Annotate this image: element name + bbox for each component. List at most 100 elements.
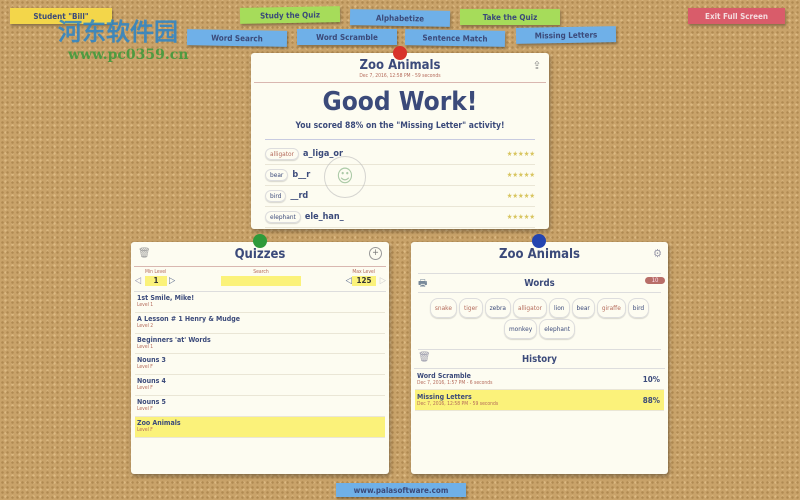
word-chip[interactable]: monkey xyxy=(503,319,538,339)
max-level-label: Max Level xyxy=(352,269,375,275)
word-chip[interactable]: bear xyxy=(571,298,595,318)
result-card: Zoo Animals Dec 7, 2016, 12:58 PM - 59 s… xyxy=(251,53,549,229)
word-tag: bear xyxy=(265,169,289,181)
word-chip[interactable]: alligator xyxy=(512,298,547,318)
max-level-decrement[interactable]: ◁ xyxy=(345,276,352,286)
min-level-label: Min Level xyxy=(145,269,167,275)
quiz-level: Level F xyxy=(137,426,153,433)
answer-text: a_liga_or xyxy=(303,149,343,159)
word-chip[interactable]: zebra xyxy=(484,298,511,318)
result-row: bird __rd ★★★★★ xyxy=(265,186,535,207)
quiz-list-item[interactable]: Nouns 3 Level F xyxy=(135,354,385,376)
alphabetize-button[interactable]: Alphabetize xyxy=(349,9,451,27)
result-timestamp: Dec 7, 2016, 12:58 PM - 59 seconds xyxy=(359,73,441,79)
study-quiz-button[interactable]: Study the Quiz xyxy=(239,6,341,24)
sentence-match-button[interactable]: Sentence Match xyxy=(404,29,506,47)
result-row: elephant ele_han_ ★★★★★ xyxy=(265,207,535,228)
green-pin-icon xyxy=(253,234,267,248)
search-input[interactable] xyxy=(221,276,301,286)
quiz-name: A Lesson # 1 Henry & Mudge xyxy=(137,314,241,323)
quiz-level: Level F xyxy=(137,405,153,412)
quiz-list-item[interactable]: Beginners 'at' Words Level 1 xyxy=(135,334,385,355)
star-rating: ★★★★★ xyxy=(506,150,535,158)
word-chip[interactable]: tiger xyxy=(458,298,483,318)
word-tag: elephant xyxy=(265,211,301,223)
word-tag: bird xyxy=(265,190,287,202)
quiz-level: Level F xyxy=(137,364,153,371)
clear-history-icon[interactable]: 🗑 xyxy=(418,352,431,363)
missing-letters-button[interactable]: Missing Letters xyxy=(515,26,617,44)
red-pin-icon xyxy=(393,46,407,60)
word-chip[interactable]: elephant xyxy=(539,319,576,339)
printer-icon[interactable]: 🖶 xyxy=(418,278,428,289)
quiz-name: Nouns 4 xyxy=(137,377,166,386)
min-level-increment[interactable]: ▷ xyxy=(169,276,176,286)
quiz-level: Level 1 xyxy=(137,302,154,308)
quiz-list-item[interactable]: A Lesson # 1 Henry & Mudge Level 2 xyxy=(135,313,385,334)
result-row: alligator a_liga_or ★★★★★ xyxy=(265,144,535,165)
result-headline: Good Work! xyxy=(322,87,478,117)
quiz-name: Nouns 5 xyxy=(137,397,166,406)
quizzes-title: Quizzes xyxy=(234,247,286,262)
word-chip[interactable]: lion xyxy=(548,298,570,318)
trash-icon[interactable]: 🗑 xyxy=(138,248,151,259)
result-message: You scored 88% on the "Missing Letter" a… xyxy=(295,121,505,131)
smiley-icon: ☺ xyxy=(324,156,366,198)
quiz-level: Level 1 xyxy=(137,343,154,350)
star-rating: ★★★★★ xyxy=(506,213,535,221)
quiz-list-item[interactable]: 1st Smile, Mike! Level 1 xyxy=(135,292,385,313)
star-rating: ★★★★★ xyxy=(506,171,535,179)
min-level-decrement[interactable]: ◁ xyxy=(135,276,142,286)
quiz-list-item[interactable]: Zoo Animals Level F xyxy=(135,416,385,438)
word-chip[interactable]: giraffe xyxy=(596,298,626,318)
watermark-url: www.pc0359.cn xyxy=(68,47,189,63)
quiz-level: Level 2 xyxy=(137,322,154,329)
answer-text: b__r xyxy=(292,170,311,180)
word-search-button[interactable]: Word Search xyxy=(186,29,288,47)
words-label: Words xyxy=(524,278,555,289)
settings-gears-icon[interactable]: ⚙ xyxy=(653,247,662,260)
watermark-title: 河东软件园 xyxy=(58,17,178,46)
quiz-list-item[interactable]: Nouns 5 Level F xyxy=(135,396,385,417)
website-link[interactable]: www.palasoftware.com xyxy=(336,483,466,497)
history-score: 10% xyxy=(642,375,660,384)
detail-title: Zoo Animals xyxy=(498,247,581,262)
quiz-list-item[interactable]: Nouns 4 Level F xyxy=(135,375,385,396)
word-chip[interactable]: bird xyxy=(627,298,650,318)
history-score: 88% xyxy=(642,396,660,405)
blue-pin-icon xyxy=(532,234,546,248)
answer-text: ele_han_ xyxy=(304,212,344,222)
word-tag: alligator xyxy=(265,148,300,160)
result-title: Zoo Animals xyxy=(359,58,441,73)
student-note[interactable]: Student "Bill" xyxy=(10,8,112,24)
search-label: Search xyxy=(253,269,269,275)
history-label: History xyxy=(522,354,557,365)
take-quiz-button[interactable]: Take the Quiz xyxy=(460,9,560,25)
answer-text: __rd xyxy=(290,191,309,201)
quiz-name: Zoo Animals xyxy=(137,418,181,427)
quizzes-card: 🗑 Quizzes + Min Level ◁ 1 ▷ Search Max L… xyxy=(131,242,389,474)
history-row[interactable]: Word Scramble Dec 7, 2016, 1:57 PM - 6 s… xyxy=(415,369,664,390)
quiz-name: Nouns 3 xyxy=(137,356,166,365)
quiz-name: 1st Smile, Mike! xyxy=(137,294,195,302)
history-activity: Missing Letters xyxy=(417,393,472,401)
min-level-input[interactable]: 1 xyxy=(145,276,167,286)
history-row[interactable]: Missing Letters Dec 7, 2016, 12:58 PM - … xyxy=(415,390,664,411)
result-row: bear b__r ★★★★★ xyxy=(265,165,535,186)
word-scramble-button[interactable]: Word Scramble xyxy=(297,29,397,45)
max-level-increment[interactable]: ▷ xyxy=(379,276,386,286)
exit-full-screen-button[interactable]: Exit Full Screen xyxy=(688,8,785,24)
words-count-badge: 10 xyxy=(645,277,665,284)
max-level-input[interactable]: 125 xyxy=(352,276,376,286)
share-icon[interactable]: ⇪ xyxy=(532,59,541,72)
word-chip[interactable]: snake xyxy=(429,298,457,318)
history-activity: Word Scramble xyxy=(417,372,471,380)
quiz-level: Level F xyxy=(137,385,153,392)
history-meta: Dec 7, 2016, 12:58 PM - 59 seconds xyxy=(417,401,499,407)
watermark: 河东软件园 www.pc0359.cn xyxy=(8,12,188,63)
add-quiz-icon[interactable]: + xyxy=(369,247,382,260)
history-meta: Dec 7, 2016, 1:57 PM - 6 seconds xyxy=(417,380,493,386)
star-rating: ★★★★★ xyxy=(506,192,535,200)
zoo-animals-card: Zoo Animals ⚙ 🖶 Words 10 snake tiger zebra… xyxy=(411,242,668,474)
quiz-name: Beginners 'at' Words xyxy=(137,335,211,344)
